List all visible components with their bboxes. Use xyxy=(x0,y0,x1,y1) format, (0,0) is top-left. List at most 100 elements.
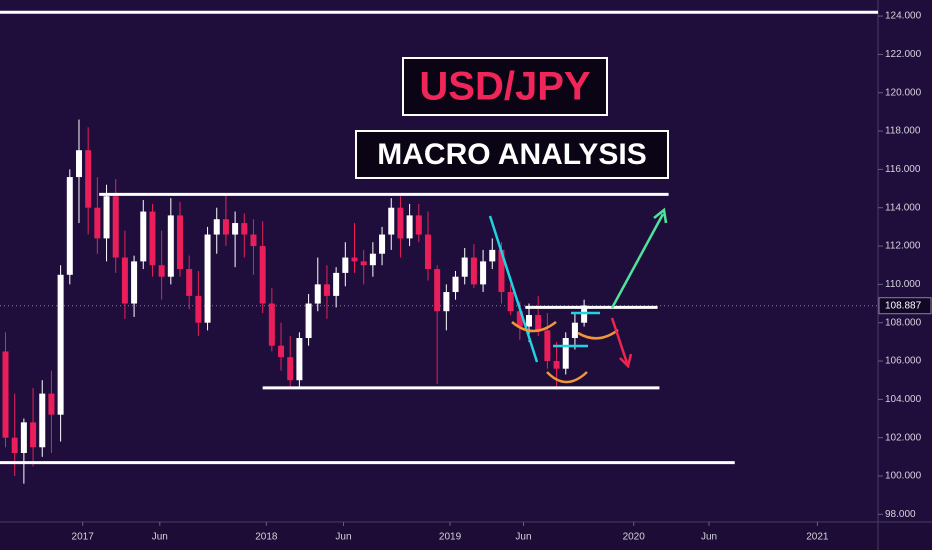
candle-body xyxy=(452,276,459,293)
candle-body xyxy=(571,322,578,339)
candle-body xyxy=(20,422,27,454)
plot-area xyxy=(0,10,878,484)
candle-body xyxy=(498,249,505,293)
candle-body xyxy=(241,223,248,235)
candle-body xyxy=(94,207,101,239)
shoulder-arc xyxy=(511,321,557,333)
chart-subtitle: MACRO ANALYSIS xyxy=(377,138,646,171)
down-arrow xyxy=(610,317,629,364)
candle-body xyxy=(424,234,431,270)
candle-body xyxy=(48,393,55,415)
y-tick-label: 106.000 xyxy=(885,356,922,367)
candle-body xyxy=(470,257,477,285)
head-arc xyxy=(546,371,588,384)
candle-body xyxy=(149,211,156,266)
x-tick-label: Jun xyxy=(152,532,168,543)
x-tick-label: 2020 xyxy=(623,532,646,543)
candle-body xyxy=(158,265,165,277)
candle-body xyxy=(204,234,211,323)
candle-body xyxy=(553,361,560,369)
y-tick-label: 122.000 xyxy=(885,49,922,60)
trend-line xyxy=(488,215,539,363)
shoulder-arc xyxy=(577,328,619,340)
subtitle-box xyxy=(355,130,669,179)
y-tick-label: 102.000 xyxy=(885,432,922,443)
y-tick-label: 110.000 xyxy=(885,279,921,290)
last-price-box xyxy=(878,297,932,315)
x-axis-band xyxy=(0,522,932,550)
y-tick-label: 112.000 xyxy=(885,241,921,252)
candle-body xyxy=(140,211,147,262)
y-tick-label: 104.000 xyxy=(885,394,922,405)
candle-body xyxy=(85,150,92,208)
candle-body xyxy=(103,196,110,239)
annotations xyxy=(488,207,668,384)
candle-body xyxy=(397,207,404,239)
y-tick-label: 116.000 xyxy=(885,164,921,175)
candle-body xyxy=(544,330,551,362)
candle-body xyxy=(342,257,349,273)
candle-body xyxy=(186,269,193,296)
candle-body xyxy=(388,207,395,235)
candle-body xyxy=(507,292,514,312)
y-tick-label: 124.000 xyxy=(885,11,922,22)
candle-body xyxy=(11,437,18,454)
candle-body xyxy=(489,249,496,262)
last-price-label: 108.887 xyxy=(885,300,922,311)
candle-body xyxy=(379,234,386,254)
candle-body xyxy=(415,215,422,235)
candle-body xyxy=(535,315,542,331)
candle-body xyxy=(177,215,184,270)
candle-body xyxy=(2,351,9,438)
candle-body xyxy=(351,257,358,262)
y-tick-label: 114.000 xyxy=(885,202,921,213)
x-tick-label: 2021 xyxy=(806,532,829,543)
candle-body xyxy=(30,422,37,448)
candle-body xyxy=(305,303,312,339)
x-tick-label: Jun xyxy=(701,532,717,543)
candle-body xyxy=(268,303,275,346)
candle-body xyxy=(406,215,413,239)
candle-body xyxy=(167,215,174,277)
up-arrow-head xyxy=(653,207,668,224)
candle-body xyxy=(259,246,266,304)
candle-body xyxy=(333,272,340,296)
candle-body xyxy=(195,295,202,323)
candle-body xyxy=(250,234,257,247)
candle-body xyxy=(66,177,73,275)
candle-body xyxy=(369,253,376,266)
candle-body xyxy=(443,292,450,312)
x-tick-label: Jun xyxy=(515,532,531,543)
candle-body xyxy=(480,261,487,285)
y-tick-label: 120.000 xyxy=(885,87,922,98)
candle-body xyxy=(562,338,569,369)
candle-body xyxy=(516,311,523,327)
y-tick-label: 108.000 xyxy=(885,317,922,328)
candle-body xyxy=(121,257,128,304)
candle-body xyxy=(287,357,294,381)
candle-body xyxy=(131,261,138,304)
x-tick-label: Jun xyxy=(335,532,351,543)
candle-body xyxy=(39,393,46,448)
x-tick-label: 2017 xyxy=(72,532,95,543)
candle-body xyxy=(75,150,82,178)
x-tick-label: 2018 xyxy=(255,532,278,543)
candle-body xyxy=(213,219,220,235)
candle-body xyxy=(360,261,367,266)
candle-body xyxy=(232,223,239,235)
y-tick-label: 98.000 xyxy=(885,509,916,520)
candle-body xyxy=(314,284,321,304)
title-box xyxy=(402,57,608,116)
candle-body xyxy=(434,269,441,312)
down-arrow-head xyxy=(619,353,633,369)
candle-body xyxy=(296,338,303,381)
candle-body xyxy=(461,257,468,277)
candle-body xyxy=(526,315,533,327)
y-tick-label: 100.000 xyxy=(885,471,922,482)
candle-body xyxy=(323,284,330,296)
x-tick-label: 2019 xyxy=(439,532,462,543)
y-tick-label: 118.000 xyxy=(885,126,921,137)
chart-title: USD/JPY xyxy=(419,65,590,109)
candle-body xyxy=(278,345,285,358)
